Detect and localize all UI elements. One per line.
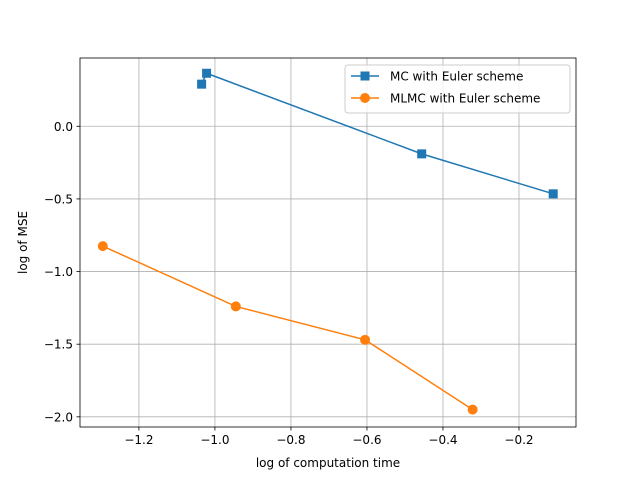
y-tick-label: −0.5 [44, 192, 73, 206]
x-tick-label: −0.4 [428, 433, 457, 447]
x-tick-label: −0.8 [276, 433, 305, 447]
series-line [200, 72, 554, 195]
legend-entry: MLMC with Euler scheme [351, 92, 540, 106]
series-layer [97, 68, 558, 415]
legend: MC with Euler scheme MLMC with Euler sche… [344, 64, 571, 114]
legend-entries: MC with Euler scheme MLMC with Euler sche… [351, 70, 540, 106]
legend-label: MLMC with Euler scheme [390, 92, 540, 106]
axes-frame [79, 57, 577, 428]
data-point [548, 189, 558, 199]
data-point [202, 68, 212, 78]
legend-entry: MC with Euler scheme [351, 70, 523, 84]
ticks: −1.2 −1.0 −0.8 −0.6 −0.4 −0.2 −2.0 −1.5 −1.0 −0.5… [44, 120, 534, 447]
x-axis-label: log of computation time [256, 456, 400, 470]
y-tick-label: −2.0 [44, 410, 73, 424]
legend-box [344, 64, 571, 114]
legend-marker [360, 93, 370, 103]
y-tick-label: 0.0 [54, 120, 73, 134]
x-tick-label: −1.0 [200, 433, 229, 447]
grid [80, 58, 576, 427]
x-tick-label: −1.2 [124, 433, 153, 447]
y-tick-label: −1.5 [44, 338, 73, 352]
y-tick-label: −1.0 [44, 265, 73, 279]
legend-marker [360, 71, 370, 81]
series-line [102, 245, 474, 411]
x-tick-label: −0.6 [352, 433, 381, 447]
y-axis-label: log of MSE [16, 211, 30, 274]
series-mlmc-euler [97, 241, 478, 415]
data-point [97, 241, 108, 252]
series-mc-euler [197, 68, 558, 199]
data-point [417, 149, 427, 159]
x-tick-label: −0.2 [504, 433, 533, 447]
legend-label: MC with Euler scheme [390, 70, 523, 84]
data-point [467, 404, 478, 415]
data-point [230, 301, 241, 312]
data-point [360, 334, 371, 345]
data-point [197, 79, 207, 89]
